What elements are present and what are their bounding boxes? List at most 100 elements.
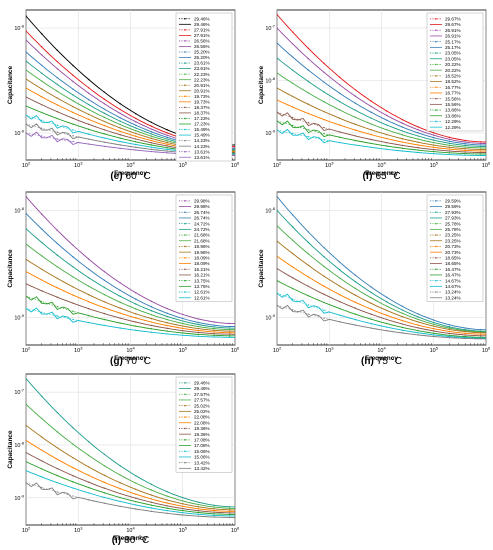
legend-marker: [435, 257, 437, 259]
legend-label: 13.86%: [445, 108, 461, 113]
data-point: [72, 310, 74, 313]
legend-marker: [435, 52, 437, 54]
x-tick-label: 103: [325, 161, 334, 170]
legend-label: 26.56%: [194, 44, 210, 49]
data-point: [323, 139, 325, 141]
legend-label: 25.02%: [194, 403, 210, 408]
legend-marker: [184, 200, 186, 202]
legend-label: 15.06%: [194, 455, 210, 460]
legend-label: 19.73%: [194, 94, 210, 99]
legend-marker: [184, 416, 186, 418]
data-point: [307, 122, 310, 124]
series-group: [277, 13, 486, 157]
caption-temperature: 70 °C: [126, 356, 151, 367]
legend-label: 13.75%: [194, 278, 210, 283]
x-tick-label: 102: [273, 346, 282, 355]
legend-label: 16.47%: [445, 273, 461, 278]
legend-label: 13.86%: [445, 113, 461, 118]
y-tick-label: 10-8: [14, 440, 24, 449]
data-point: [56, 305, 59, 308]
x-axis-label: Frequency: [114, 355, 147, 362]
x-tick-label: 104: [126, 161, 135, 170]
legend-marker: [435, 75, 437, 77]
legend-label: 27.57%: [194, 398, 210, 403]
legend-label: 17.08%: [194, 443, 210, 448]
x-tick-label: 103: [74, 346, 83, 355]
legend: 29.46%29.46%27.57%27.57%25.02%25.02%22.0…: [175, 376, 233, 473]
x-tick-label: 105: [179, 161, 188, 170]
legend-marker: [435, 291, 437, 293]
series-line: [26, 440, 235, 512]
legend-marker: [184, 439, 186, 441]
legend-label: 22.08%: [194, 420, 210, 425]
legend-label: 21.68%: [194, 233, 210, 238]
legend-label: 19.36%: [194, 432, 210, 437]
legend-marker: [435, 40, 437, 43]
legend-label: 23.25%: [445, 238, 461, 243]
series-line: [26, 470, 235, 517]
legend-box: [175, 12, 233, 162]
x-tick-label: 102: [273, 161, 282, 170]
legend-label: 18.37%: [194, 111, 210, 116]
series-line: [26, 461, 235, 515]
x-tick-label: 106: [482, 346, 491, 355]
data-point: [323, 132, 325, 135]
series-line: [26, 295, 235, 337]
legend-label: 20.22%: [445, 68, 461, 73]
series-line: [277, 304, 486, 340]
legend-label: 14.67%: [445, 278, 461, 283]
legend-marker: [184, 139, 186, 142]
legend-marker: [435, 222, 437, 225]
legend-label: 13.42%: [194, 460, 210, 465]
legend-label: 18.52%: [445, 73, 461, 78]
y-axis-label: Capacitance: [258, 65, 265, 104]
x-tick-label: 102: [22, 346, 31, 355]
legend-marker: [435, 279, 437, 282]
legend-label: 29.59%: [445, 198, 461, 203]
legend-label: 24.72%: [194, 227, 210, 232]
series-line: [277, 14, 486, 143]
data-point: [291, 298, 294, 300]
legend-marker: [435, 234, 437, 236]
legend-label: 25.20%: [194, 50, 210, 55]
legend-label: 26.56%: [194, 39, 210, 44]
legend-label: 26.74%: [194, 216, 210, 221]
legend-marker: [435, 268, 437, 271]
legend-label: 15.49%: [194, 133, 210, 138]
legend-label: 25.78%: [445, 227, 461, 232]
legend-label: 26.74%: [194, 210, 210, 215]
caption-temperature: 60 °C: [126, 171, 151, 182]
chart-panel-3: 102 103 104 105 106 10-9 10-8 Frequency Capacita…: [7, 191, 240, 367]
legend-label: 14.67%: [445, 284, 461, 289]
legend-label: 22.08%: [194, 415, 210, 420]
caption-letter: (e): [110, 171, 122, 182]
legend-label: 13.61%: [194, 155, 210, 160]
data-point: [307, 313, 310, 315]
caption-temperature: 75 °C: [377, 356, 402, 367]
legend-label: 18.65%: [445, 261, 461, 266]
series-line: [26, 403, 235, 509]
legend-label: 22.23%: [194, 77, 210, 82]
legend-label: 12.29%: [445, 119, 461, 124]
legend-marker: [184, 40, 186, 42]
data-point: [40, 119, 43, 122]
legend: 29.67%29.67%26.91%26.91%25.17%25.17%23.0…: [426, 12, 484, 132]
legend-marker: [435, 63, 437, 66]
data-point: [40, 300, 43, 303]
legend-marker: [184, 73, 186, 75]
legend-marker: [435, 120, 437, 123]
chart-panel-2: 102 103 104 105 106 10-9 10-8 10-7 Frequency Capa…: [258, 9, 491, 182]
series-line: [277, 225, 486, 333]
legend: 29.98%29.98%26.74%26.74%24.72%24.72%21.6…: [175, 194, 233, 302]
legend-marker: [184, 393, 186, 396]
series-line: [26, 482, 235, 518]
x-axis-label: Frequency: [114, 170, 147, 177]
legend-label: 13.24%: [445, 290, 461, 295]
legend-marker: [184, 222, 186, 225]
x-tick-label: 105: [430, 161, 439, 170]
panel-caption: (h) 75 °C: [361, 356, 402, 367]
legend-label: 16.21%: [194, 273, 210, 278]
series-line: [277, 87, 486, 150]
legend-marker: [184, 245, 186, 248]
legend-marker: [184, 291, 186, 293]
